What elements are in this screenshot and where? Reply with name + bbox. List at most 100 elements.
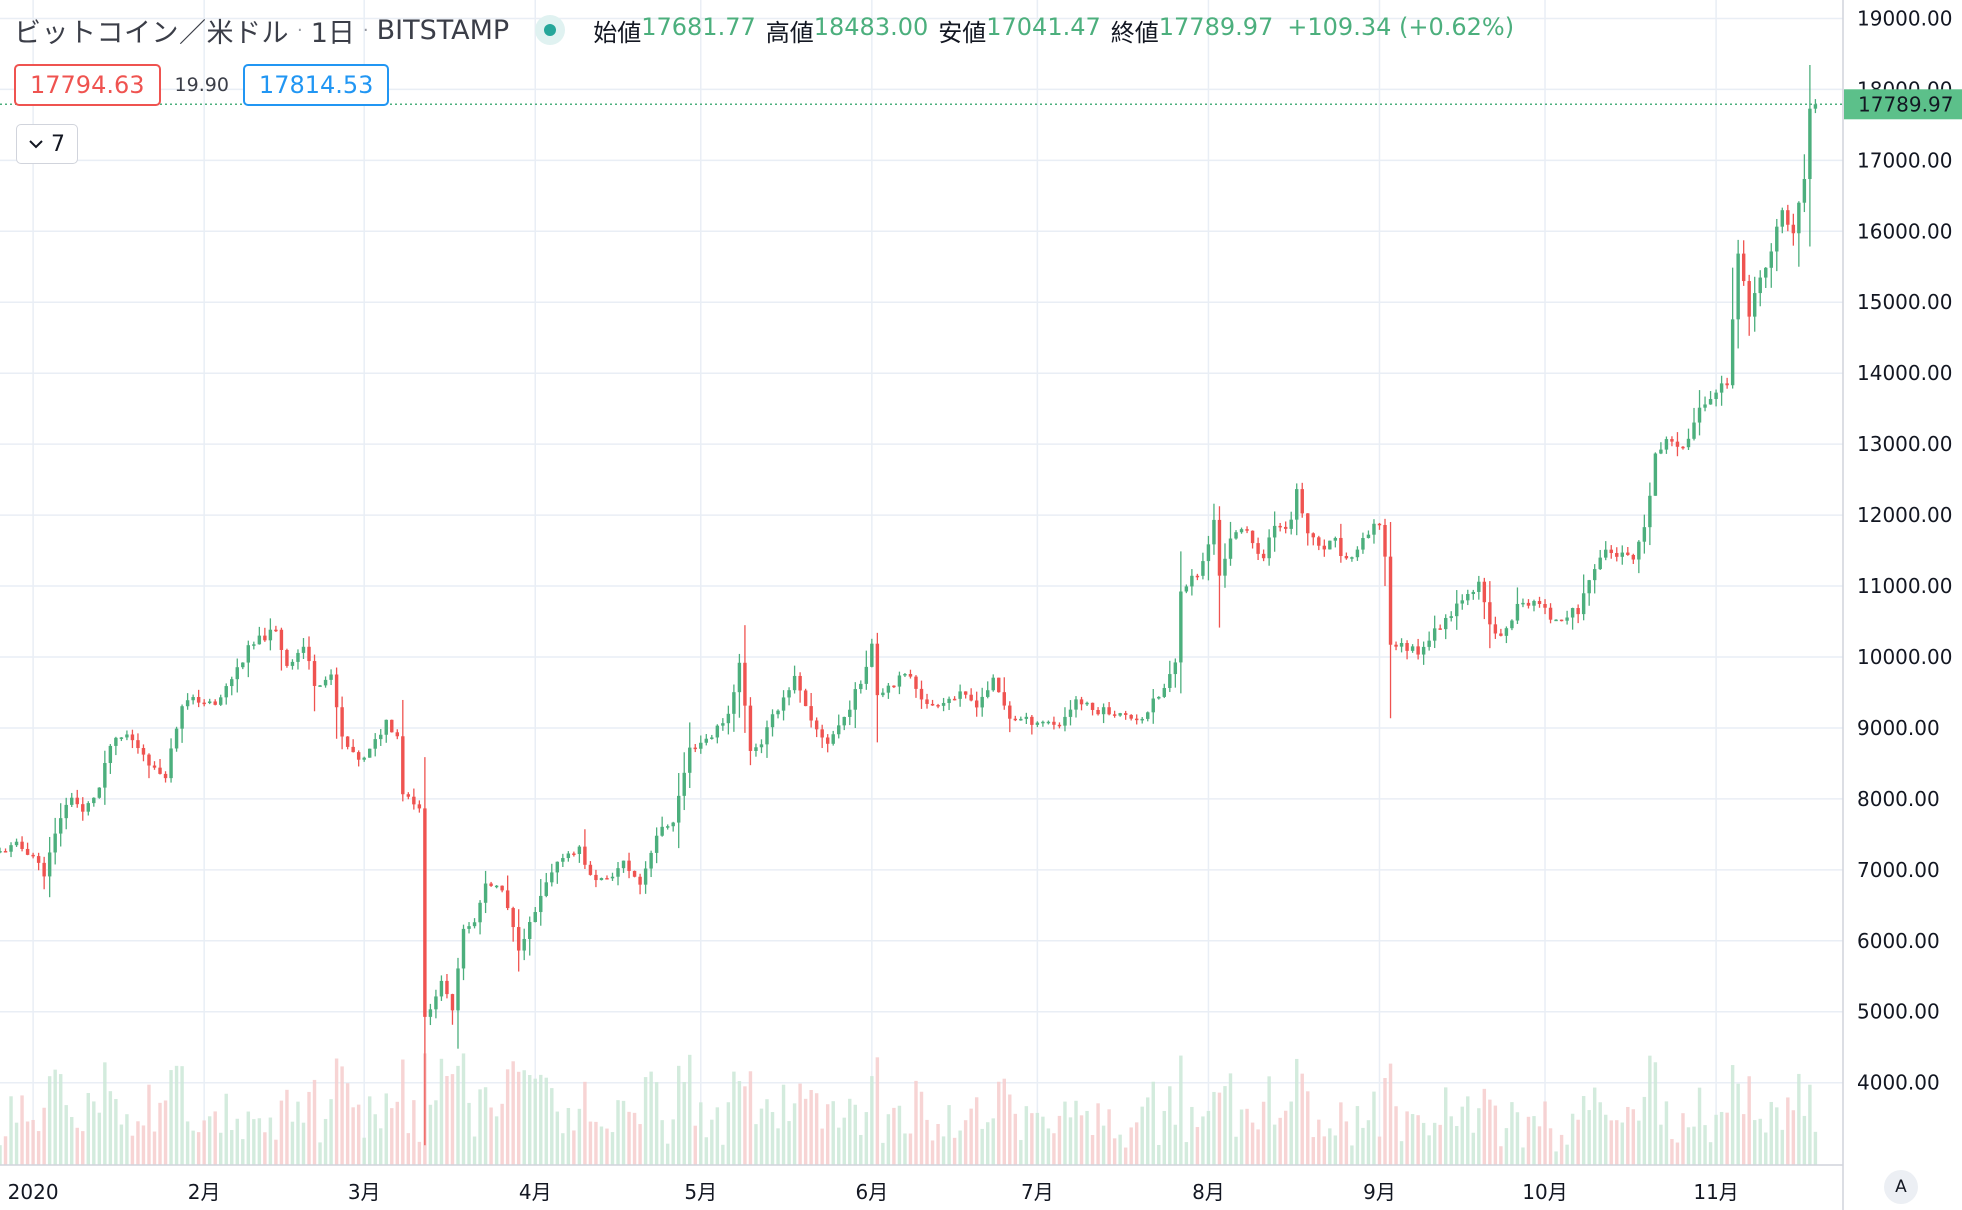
volume-bar [770,1112,775,1165]
candle-body [963,691,968,695]
candle-body [1570,608,1575,618]
candle-body [897,675,902,687]
volume-bar [174,1065,179,1165]
last-price-label: 17789.97 [1858,92,1953,116]
volume-bar [1272,1124,1277,1165]
volume-bar [219,1132,223,1165]
candle-body [434,996,438,1010]
candle-body [279,629,284,650]
volume-bar [1306,1091,1310,1165]
candle-body [561,858,565,862]
candle-body [1068,709,1073,717]
volume-bar [1769,1101,1773,1165]
volume-bar [853,1104,857,1165]
volume-bar [390,1108,394,1165]
candle-body [1725,383,1729,386]
candle-body [1311,533,1315,538]
volume-bar [1289,1101,1293,1165]
volume-bar [886,1114,891,1165]
volume-bar [1631,1109,1636,1165]
low-label: 安値 [938,18,987,47]
volume-bar [345,1083,350,1165]
volume-bar [1753,1120,1757,1165]
volume-bar [42,1107,46,1165]
volume-bar [643,1077,648,1165]
exchange-label: BITSTAMP [376,14,510,46]
candle-body [467,926,471,929]
volume-bar [1736,1083,1740,1165]
candle-body [390,719,394,733]
candle-body [97,787,102,798]
candle-body [671,822,675,827]
candle-body [825,737,830,744]
candle-body [1488,602,1492,625]
candle-body [1300,489,1304,514]
volume-bar [1482,1088,1487,1165]
candle-body [500,885,504,891]
volume-bar [859,1134,863,1165]
candle-body [1410,646,1415,651]
candle-body [20,841,24,849]
volume-bar [1510,1102,1514,1165]
volume-bar [809,1090,813,1165]
volume-bar [1697,1087,1702,1165]
candle-body [417,804,422,809]
symbol-name[interactable]: ビットコイン／米ドル [14,17,289,49]
candle-body [759,744,764,748]
volume-bar [881,1142,885,1165]
volume-bar [649,1071,653,1165]
candle-body [257,635,262,645]
candle-body [329,674,333,680]
volume-bar [566,1107,571,1165]
x-tick-label: 11月 [1693,1180,1738,1204]
buy-button[interactable]: 17814.53 [242,64,390,106]
candle-body [345,736,350,747]
volume-bar [1780,1129,1785,1165]
candle-body [1421,646,1426,655]
auto-scale-button[interactable]: A [1884,1170,1918,1204]
volume-bar [412,1100,416,1165]
volume-bar [1046,1128,1051,1165]
volume-bar [1587,1110,1591,1165]
candle-body [230,679,234,687]
volume-bar [329,1099,333,1165]
indicators-toggle-button[interactable]: 7 [16,124,78,164]
volume-bar [1146,1097,1150,1165]
y-tick-label: 4000.00 [1857,1071,1940,1095]
candle-body [318,685,322,687]
candle-body [1383,524,1387,557]
market-status-icon[interactable] [535,15,566,45]
volume-bar [125,1114,129,1165]
volume-bar [1686,1127,1691,1165]
candle-body [1615,553,1619,557]
candle-body [1510,620,1514,629]
candle-body [1289,519,1293,529]
interval-label[interactable]: 1日 [310,17,355,49]
candle-body [853,689,857,710]
candle-body [1515,603,1520,621]
volume-bar [1648,1055,1652,1165]
volume-bar [1581,1096,1586,1165]
candle-body [428,1009,433,1017]
volume-bar [516,1071,521,1165]
candle-body [1057,724,1062,727]
chevron-down-icon [29,140,43,149]
candle-body [1443,617,1448,630]
candle-body [986,690,990,697]
volume-bar [1134,1122,1139,1165]
candle-body [42,862,46,877]
candle-body [103,763,107,788]
candle-body [0,851,2,853]
trade-panel: 17794.63 19.90 17814.53 [14,64,390,106]
candle-body [1223,558,1227,576]
sell-button[interactable]: 17794.63 [14,64,161,106]
volume-bar [1234,1136,1238,1165]
candle-body [1477,581,1481,592]
high-value: 18483.00 [813,12,929,41]
candle-body [14,841,19,846]
volume-bar [1570,1113,1575,1165]
candle-body [191,697,195,701]
volume-bar [3,1136,8,1165]
candle-body [70,797,74,805]
